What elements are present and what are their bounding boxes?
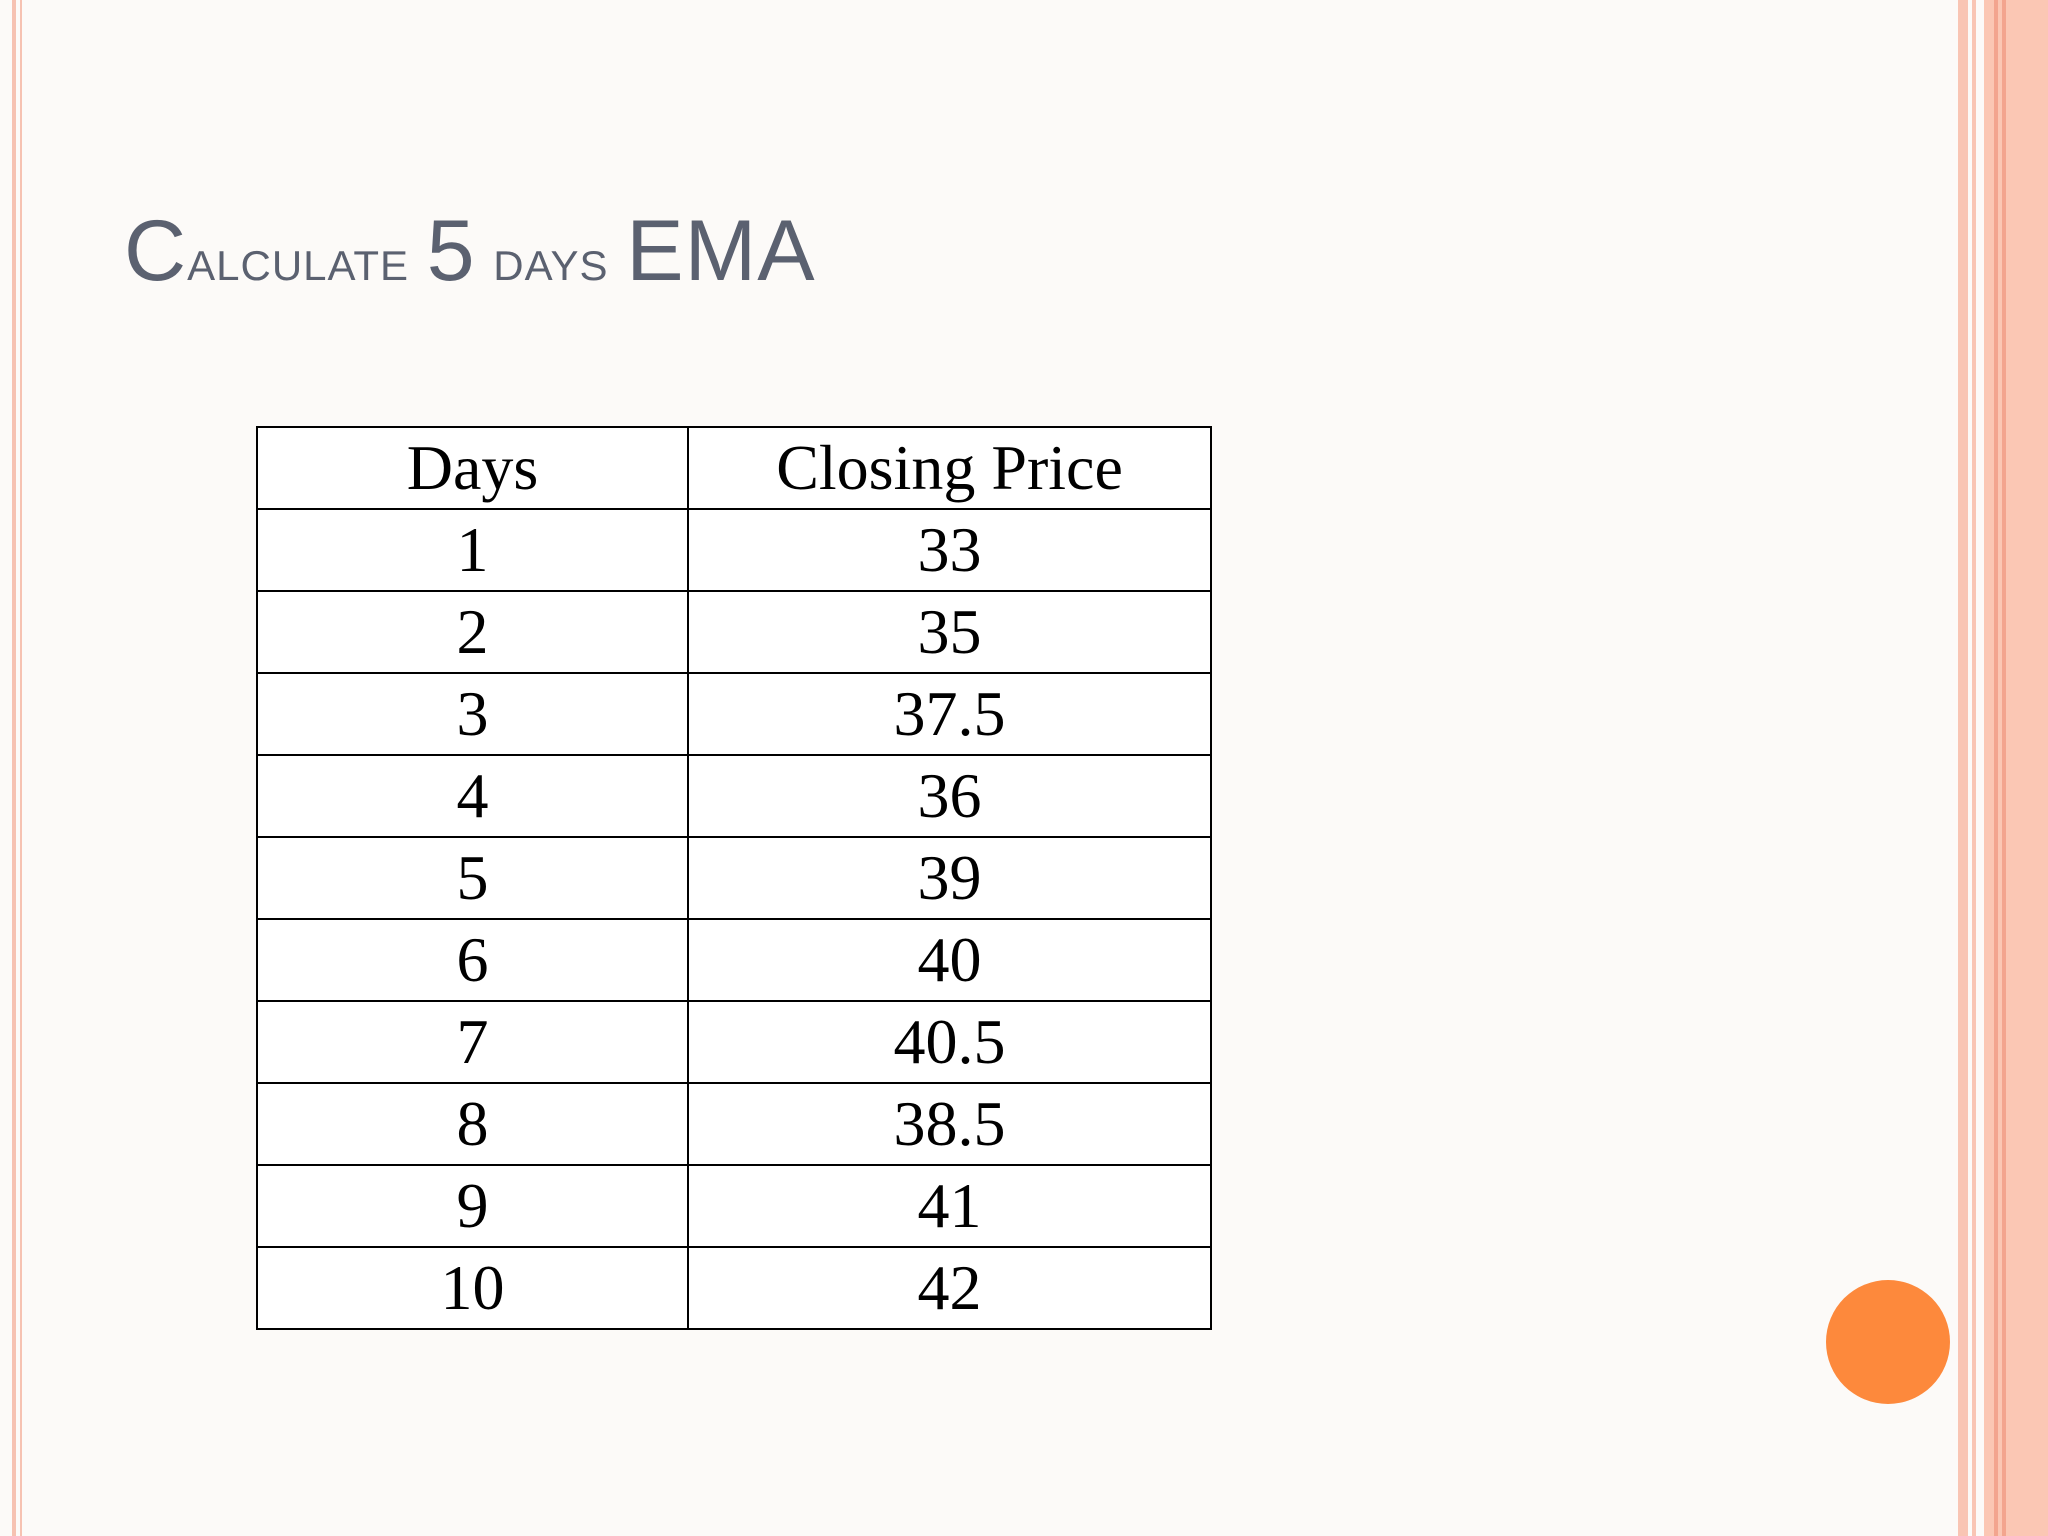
- table-row: 9 41: [255, 1164, 1212, 1248]
- day-cell: 10: [255, 1246, 690, 1330]
- left-border-line: [12, 0, 16, 1536]
- orange-circle-decoration: [1826, 1280, 1950, 1404]
- table-row: 8 38.5: [255, 1082, 1212, 1166]
- title-word-days: days: [493, 226, 609, 293]
- left-border-line: [20, 0, 22, 1536]
- table-row: 10 42: [255, 1246, 1212, 1330]
- closing-price-table: Days Closing Price 1 33 2 35 3 37.5 4 36: [255, 426, 1212, 1330]
- table-row: 5 39: [255, 836, 1212, 920]
- price-cell: 37.5: [687, 672, 1212, 756]
- right-border-stripe: [1958, 0, 1968, 1536]
- price-cell: 35: [687, 590, 1212, 674]
- day-cell: 7: [255, 1000, 690, 1084]
- table-row: 4 36: [255, 754, 1212, 838]
- right-border-stripe: [1994, 0, 1998, 1536]
- table-row: 1 33: [255, 508, 1212, 592]
- day-cell: 9: [255, 1164, 690, 1248]
- table-row: 3 37.5: [255, 672, 1212, 756]
- price-cell: 40.5: [687, 1000, 1212, 1084]
- slide-title: Calculate 5 days EMA: [124, 208, 816, 294]
- price-cell: 39: [687, 836, 1212, 920]
- right-border-stripe: [2002, 0, 2006, 1536]
- price-cell: 33: [687, 508, 1212, 592]
- day-cell: 2: [255, 590, 690, 674]
- title-initial: C: [124, 203, 188, 299]
- price-cell: 38.5: [687, 1082, 1212, 1166]
- price-cell: 41: [687, 1164, 1212, 1248]
- day-cell: 3: [255, 672, 690, 756]
- table-row: 6 40: [255, 918, 1212, 1002]
- header-days: Days: [255, 426, 690, 510]
- title-word-calculate: alculate: [187, 226, 410, 293]
- day-cell: 1: [255, 508, 690, 592]
- table-row: 2 35: [255, 590, 1212, 674]
- price-cell: 36: [687, 754, 1212, 838]
- header-closing-price: Closing Price: [687, 426, 1212, 510]
- day-cell: 4: [255, 754, 690, 838]
- price-cell: 40: [687, 918, 1212, 1002]
- table-header-row: Days Closing Price: [255, 426, 1212, 510]
- day-cell: 5: [255, 836, 690, 920]
- price-cell: 42: [687, 1246, 1212, 1330]
- title-word-ema: EMA: [626, 203, 816, 299]
- day-cell: 6: [255, 918, 690, 1002]
- title-number: 5: [426, 203, 476, 299]
- right-border-stripe: [1972, 0, 1976, 1536]
- table-row: 7 40.5: [255, 1000, 1212, 1084]
- day-cell: 8: [255, 1082, 690, 1166]
